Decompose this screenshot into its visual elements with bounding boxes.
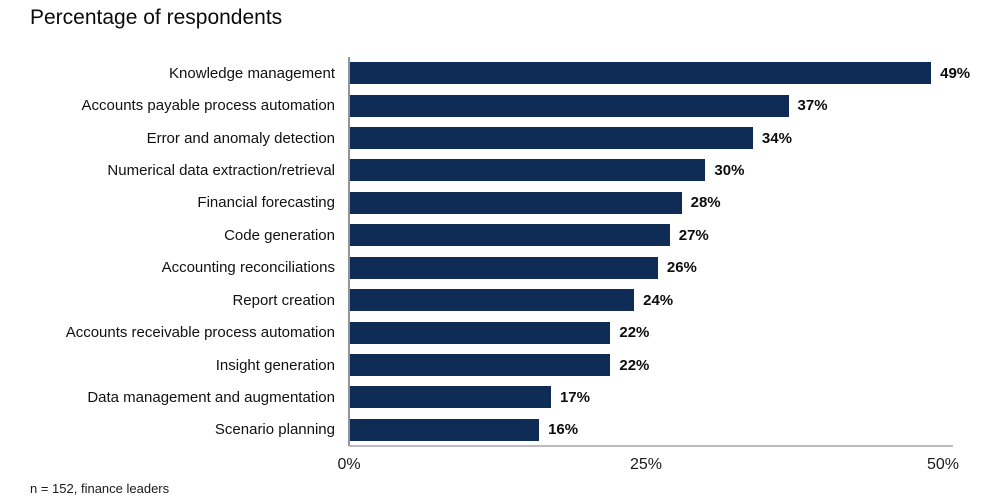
bar-track: 24% (349, 289, 1008, 312)
x-tick-label: 25% (629, 456, 663, 473)
bar-row: Financial forecasting 28% (0, 187, 1008, 219)
bar-track: 16% (349, 418, 1008, 441)
bar-row: Accounts payable process automation 37% (0, 89, 1008, 121)
bar-row: Code generation 27% (0, 219, 1008, 251)
value-label: 49% (940, 64, 971, 82)
bar (349, 386, 551, 409)
bar-track: 28% (349, 191, 1008, 214)
value-label: 22% (619, 324, 650, 342)
category-label: Code generation (224, 226, 335, 244)
bar-track: 34% (349, 127, 1008, 150)
bar (349, 62, 932, 85)
bar-track: 37% (349, 94, 1008, 117)
bar (349, 127, 753, 150)
footnote: n = 152, finance leaders (30, 481, 170, 496)
chart-title: Percentage of respondents (30, 6, 283, 29)
bar (349, 418, 540, 441)
bar-track: 49% (349, 62, 1008, 85)
value-label: 28% (690, 194, 721, 212)
category-label: Financial forecasting (197, 194, 335, 212)
bar-row: Error and anomaly detection 34% (0, 122, 1008, 154)
bar (349, 354, 611, 376)
y-axis-line (348, 57, 350, 446)
x-tick-label: 0% (337, 456, 361, 473)
bar-row: Numerical data extraction/retrieval 30% (0, 154, 1008, 186)
category-label: Insight generation (215, 356, 335, 374)
bar-track: 17% (349, 386, 1008, 409)
bar (349, 94, 789, 117)
bar-row: Accounting reconciliations 26% (0, 252, 1008, 284)
category-label: Accounts payable process automation (81, 97, 335, 115)
category-label: Report creation (232, 291, 335, 309)
bar-row: Scenario planning 16% (0, 414, 1008, 446)
value-label: 16% (548, 421, 579, 439)
bar (349, 159, 706, 182)
x-tick-label: 50% (926, 456, 960, 473)
bar (349, 191, 682, 214)
bar-row: Knowledge management 49% (0, 57, 1008, 89)
x-axis-line (349, 445, 953, 447)
value-label: 34% (761, 129, 792, 147)
value-label: 27% (678, 226, 709, 244)
bar-track: 22% (349, 354, 1008, 376)
bars-container: Knowledge management 49% Accounts payable … (0, 57, 1008, 446)
bar-row: Accounts receivable process automation 22… (0, 316, 1008, 348)
value-label: 24% (643, 291, 674, 309)
bar (349, 256, 658, 279)
category-label: Scenario planning (214, 421, 335, 439)
bar (349, 321, 611, 344)
bar-track: 27% (349, 224, 1008, 247)
category-label: Accounting reconciliations (161, 259, 335, 277)
value-label: 17% (559, 388, 590, 406)
bar-track: 30% (349, 159, 1008, 182)
bar (349, 289, 635, 312)
bar (349, 224, 670, 247)
value-label: 37% (797, 97, 828, 115)
category-label: Error and anomaly detection (146, 129, 335, 147)
bar-track: 26% (349, 256, 1008, 279)
value-label: 30% (714, 161, 745, 179)
value-label: 22% (619, 356, 650, 374)
category-label: Numerical data extraction/retrieval (107, 161, 335, 179)
bar-row: Insight generation 22% (0, 349, 1008, 381)
bar-row: Report creation 24% (0, 284, 1008, 316)
category-label: Data management and augmentation (87, 388, 335, 406)
bar-track: 22% (349, 321, 1008, 344)
bar-row: Data management and augmentation 17% (0, 381, 1008, 413)
category-label: Accounts receivable process automation (65, 324, 335, 342)
value-label: 26% (666, 259, 697, 277)
category-label: Knowledge management (169, 64, 335, 82)
